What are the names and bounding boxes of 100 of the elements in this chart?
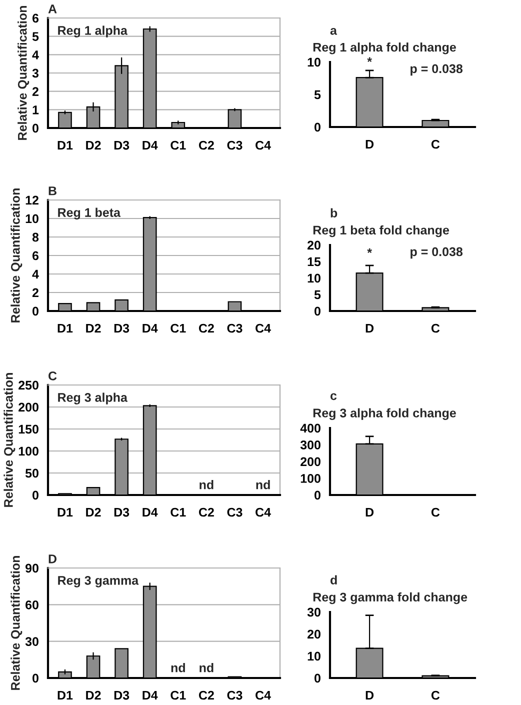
x-tick-label: C: [431, 140, 440, 149]
x-tick-label: D1: [58, 690, 73, 700]
x-tick-label: C4: [256, 324, 271, 333]
text: Reg 3 alpha: [58, 392, 128, 404]
chart-title: a: [330, 28, 338, 35]
x-tick-label: C4: [256, 140, 271, 150]
text: *: [367, 57, 372, 62]
y-tick-label: 5: [314, 90, 321, 100]
x-tick-label: D3: [114, 324, 130, 333]
y-tick-label: 15: [308, 257, 321, 266]
y-tick-label: 2: [32, 288, 38, 298]
y-tick-label: 0: [314, 306, 320, 316]
annotation: nd: [200, 663, 214, 672]
chart-subtitle: Reg 1 alpha fold change: [313, 42, 456, 54]
x-tick-label: D2: [86, 140, 101, 150]
annotation: *: [367, 248, 372, 253]
x-tick-label: C2: [198, 140, 214, 150]
x-tick-label: D3: [114, 140, 130, 150]
chart-subtitle: Reg 3 alpha fold change: [313, 408, 456, 420]
chart-title: C: [48, 371, 57, 380]
x-tick-label: D4: [142, 690, 158, 700]
x-tick-label: D: [366, 508, 374, 517]
text: Reg 1 alpha: [58, 26, 128, 38]
x-tick-label: D2: [86, 690, 101, 700]
x-tick-label: D2: [86, 508, 101, 517]
y-tick-label: 300: [300, 440, 320, 450]
x-tick-label: C: [431, 324, 440, 333]
x-tick-label: D1: [58, 508, 73, 517]
y-tick-label: 0: [32, 490, 38, 500]
y-tick-label: 10: [26, 214, 38, 224]
x-tick-label: D1: [58, 140, 73, 150]
y-tick-label: 0: [32, 306, 38, 316]
x-tick-label: C1: [170, 508, 186, 517]
chart-subtitle: Reg 1 beta fold change: [313, 225, 449, 238]
x-tick-label: C: [431, 690, 440, 700]
chart-title: B: [48, 186, 56, 196]
y-axis-title: Relative Quantification: [18, 6, 30, 140]
y-tick-label: 0: [314, 674, 320, 683]
y-tick-label: 100: [300, 474, 320, 483]
y-tick-label: 1: [32, 106, 39, 114]
x-tick-label: C4: [256, 690, 271, 700]
annotation: nd: [256, 480, 270, 490]
y-tick-label: 12: [26, 196, 38, 205]
x-tick-label: D: [366, 324, 374, 333]
y-tick-label: 30: [25, 637, 38, 646]
x-tick-label: D1: [58, 324, 73, 333]
text: Reg 3 gamma: [58, 576, 139, 588]
y-tick-label: 0: [314, 122, 320, 132]
annotation: nd: [171, 663, 185, 672]
y-tick-label: 400: [300, 424, 320, 433]
x-tick-label: C1: [170, 324, 186, 333]
y-tick-label: 10: [308, 274, 320, 283]
y-tick-label: 4: [32, 50, 39, 60]
x-tick-label: C3: [227, 508, 242, 517]
y-tick-label: 0: [32, 124, 38, 133]
y-axis-title: Relative Quantification: [4, 373, 16, 507]
x-tick-label: C2: [198, 690, 214, 700]
y-tick-label: 3: [32, 68, 39, 78]
y-tick-label: 5: [314, 290, 321, 300]
x-tick-label: C4: [256, 508, 271, 517]
y-tick-label: 0: [314, 490, 320, 500]
y-tick-label: 200: [18, 402, 38, 412]
chart-title: D: [48, 554, 56, 564]
x-tick-label: D4: [142, 508, 158, 517]
y-tick-label: 30: [307, 608, 320, 617]
x-tick-label: C: [431, 508, 440, 517]
y-tick-label: 250: [18, 380, 38, 390]
y-tick-label: 100: [18, 446, 38, 456]
annotation: p = 0.038: [410, 64, 463, 76]
y-tick-label: 6: [32, 14, 39, 23]
y-tick-label: 200: [300, 457, 320, 466]
x-tick-label: C2: [198, 508, 214, 517]
x-tick-label: D3: [114, 508, 130, 517]
y-tick-label: 6: [32, 251, 39, 260]
y-tick-label: 8: [32, 232, 39, 242]
x-tick-label: C2: [198, 324, 214, 333]
x-tick-label: C3: [227, 690, 242, 700]
y-tick-label: 4: [32, 270, 39, 279]
y-axis-title: Relative Quantification: [10, 188, 22, 322]
chart-subtitle: Reg 3 gamma fold change: [313, 592, 468, 604]
y-tick-label: 90: [26, 564, 38, 573]
x-tick-label: D: [366, 140, 374, 149]
x-tick-label: C3: [227, 324, 242, 333]
y-tick-label: 10: [308, 652, 320, 661]
y-tick-label: 10: [308, 58, 320, 67]
y-tick-label: 50: [25, 468, 38, 478]
y-axis-title: Relative Quantification: [10, 556, 22, 690]
chart-title: d: [330, 575, 337, 584]
x-tick-label: C3: [227, 140, 242, 150]
x-tick-label: D: [366, 690, 374, 700]
x-tick-label: D2: [86, 324, 101, 333]
x-tick-label: D3: [114, 690, 130, 700]
x-tick-label: D4: [142, 324, 158, 333]
chart-title: c: [330, 393, 337, 400]
chart-title: b: [330, 208, 338, 218]
annotation: p = 0.038: [410, 247, 463, 259]
annotation: nd: [200, 480, 214, 490]
x-tick-label: C1: [170, 690, 186, 700]
y-tick-label: 0: [32, 674, 38, 683]
y-tick-label: 20: [308, 630, 320, 639]
